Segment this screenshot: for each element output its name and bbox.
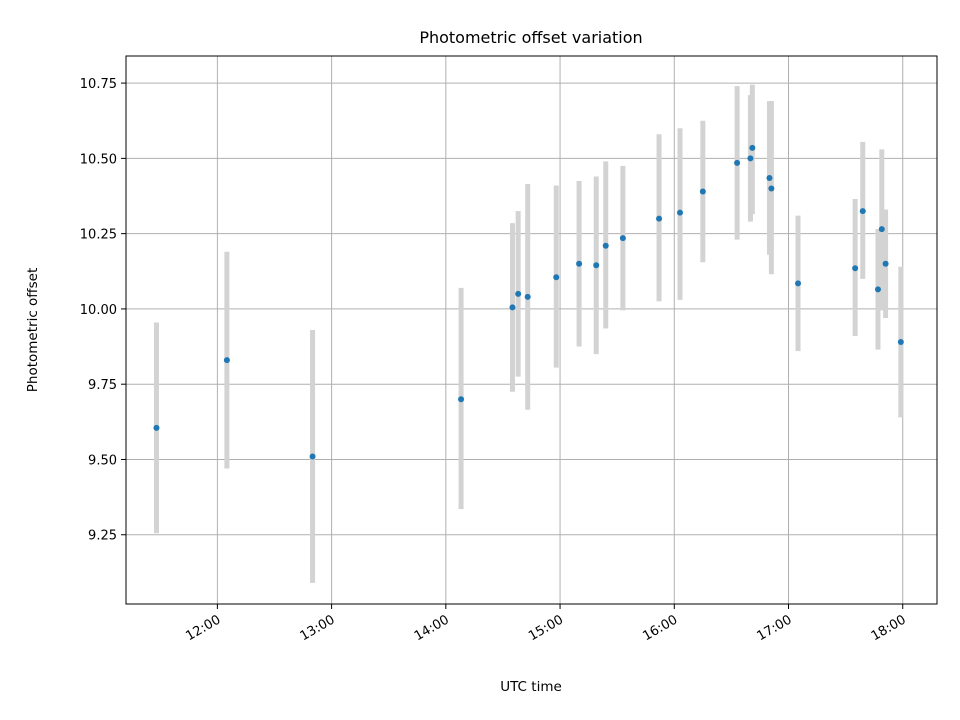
y-axis-label: Photometric offset [25,268,41,392]
data-point [153,424,160,431]
data-point [795,280,802,287]
data-point [874,286,881,293]
data-point [515,290,522,297]
data-point [882,260,889,267]
x-tick-label: 17:00 [755,612,795,644]
x-tick-label: 13:00 [298,612,338,644]
data-point [458,396,465,403]
y-axis-ticks: 9.25 9.50 9.75 10.00 10.25 10.50 10.75 [80,77,126,544]
data-point [553,274,560,281]
data-point [768,185,775,192]
data-point [747,155,754,162]
y-tick-label: 10.25 [80,228,117,243]
data-point [656,215,663,222]
x-axis-label: UTC time [500,679,562,695]
point-layer [153,144,904,460]
data-point [602,242,609,249]
y-tick-label: 9.25 [88,529,117,544]
x-tick-label: 18:00 [869,612,909,644]
data-point [619,235,626,242]
data-point [859,208,866,215]
x-tick-label: 15:00 [526,612,566,644]
grid-layer [126,56,937,604]
plot-frame [125,55,938,605]
data-point [676,209,683,216]
x-tick-label: 12:00 [183,612,223,644]
errorbar-layer [153,84,904,583]
data-point [576,260,583,267]
chart-title: Photometric offset variation [419,28,642,47]
data-point [897,339,904,346]
data-point [699,188,706,195]
data-point [734,159,741,166]
y-tick-label: 10.50 [80,152,117,167]
data-point [309,453,316,460]
data-point [524,293,531,300]
y-tick-label: 9.75 [88,378,117,393]
data-point [749,144,756,151]
x-axis-ticks: 12:00 13:00 14:00 15:00 16:00 17:00 18:00 [183,604,909,644]
data-point [852,265,859,272]
data-point [223,357,230,364]
y-tick-label: 10.00 [80,303,117,318]
x-tick-label: 16:00 [640,612,680,644]
data-point [766,174,773,181]
x-tick-label: 14:00 [412,612,452,644]
data-point [878,226,885,233]
data-point [593,262,600,269]
y-tick-label: 10.75 [80,77,117,92]
y-tick-label: 9.50 [88,453,117,468]
data-point [509,304,516,311]
